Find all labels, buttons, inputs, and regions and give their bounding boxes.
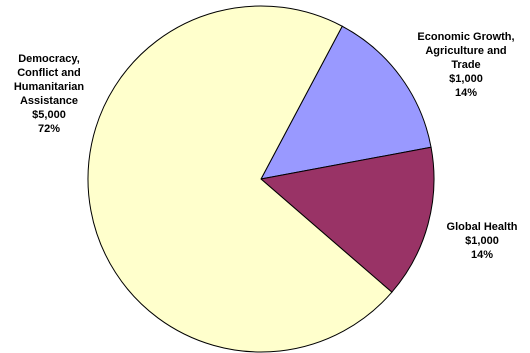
- label-economic-growth-value: $1,000: [449, 73, 483, 85]
- label-democracy-name-1: Democracy,: [18, 53, 80, 65]
- label-global-health-value: $1,000: [465, 235, 499, 247]
- label-democracy: Democracy, Conflict and Humanitarian Ass…: [0, 52, 98, 136]
- label-democracy-percent: 72%: [37, 123, 61, 135]
- pie-slices: [87, 5, 435, 353]
- pie-slice-1: [259, 146, 435, 293]
- pie-slice-0: [260, 25, 432, 180]
- label-economic-growth-percent: 14%: [454, 87, 478, 99]
- label-democracy-name-2: Conflict and: [17, 67, 81, 79]
- label-economic-growth-name-2: Agriculture and: [425, 45, 507, 57]
- label-global-health: Global Health $1,000 14%: [434, 220, 530, 262]
- label-global-health-percent: 14%: [470, 249, 494, 261]
- pie-slice-2: [87, 5, 393, 353]
- label-democracy-name-4: Assistance: [19, 95, 79, 107]
- label-democracy-name-3: Humanitarian: [13, 81, 85, 93]
- label-economic-growth-name-1: Economic Growth,: [417, 31, 515, 43]
- label-economic-growth: Economic Growth, Agriculture and Trade $…: [408, 30, 524, 100]
- label-democracy-value: $5,000: [32, 109, 66, 121]
- label-economic-growth-name-3: Trade: [451, 59, 481, 71]
- label-global-health-name: Global Health: [446, 221, 518, 233]
